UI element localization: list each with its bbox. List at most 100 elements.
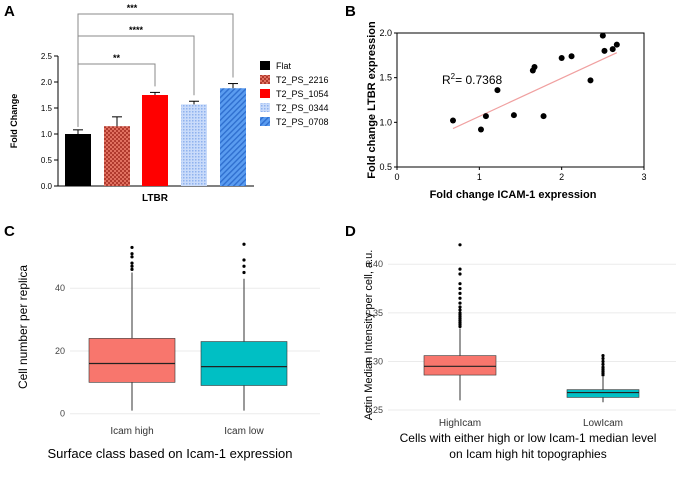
legend-label: T2_PS_0708 bbox=[276, 117, 329, 127]
x-axis-label: LTBR bbox=[142, 193, 169, 204]
outlier-point bbox=[242, 258, 246, 262]
scatter-point bbox=[568, 53, 575, 60]
outlier-point bbox=[601, 362, 605, 366]
panel-d-box-plot: 0.25 0.30 0.35 0.40 HighIcam LowIcam Actin M… bbox=[363, 238, 676, 461]
y-tick-label: 0.5 bbox=[41, 156, 53, 165]
box-highicam bbox=[423, 355, 497, 376]
box-icam-high bbox=[88, 338, 176, 383]
x-axis-label: Fold change ICAM-1 expression bbox=[430, 189, 597, 201]
y-tick-label: 0.30 bbox=[365, 356, 383, 366]
outlier-point bbox=[458, 243, 462, 247]
outlier-point bbox=[601, 356, 605, 361]
plot-background bbox=[70, 238, 320, 420]
outlier-point bbox=[458, 296, 462, 300]
outlier-point bbox=[130, 245, 134, 250]
y-tick-label: 1.0 bbox=[41, 130, 53, 139]
scatter-point bbox=[587, 77, 594, 84]
panel-label-b: B bbox=[345, 3, 356, 20]
outlier-point bbox=[601, 359, 605, 364]
outlier-point bbox=[458, 291, 462, 296]
y-axis-label: Fold Change bbox=[9, 94, 19, 149]
legend-label: T2_PS_1054 bbox=[276, 89, 329, 99]
outlier-point bbox=[458, 301, 462, 305]
outlier-point bbox=[458, 311, 462, 315]
y-tick-label: 0.0 bbox=[41, 182, 53, 191]
outlier-point bbox=[601, 365, 605, 369]
significance-bracket bbox=[77, 13, 234, 127]
outlier-point bbox=[130, 261, 134, 265]
panel-a-bar-chart: 0.00.51.01.52.02.5 ********* Fold Change… bbox=[9, 3, 329, 204]
bar-t2_ps_0708 bbox=[220, 88, 246, 186]
y-axis-label: Cell number per replica bbox=[16, 265, 30, 389]
plot-frame bbox=[396, 32, 645, 168]
outlier-point bbox=[458, 308, 462, 312]
legend-swatch bbox=[260, 89, 270, 98]
y-tick-label: 20 bbox=[55, 346, 65, 356]
x-category-label: Icam low bbox=[224, 426, 264, 437]
r-squared-label: R2= 0.7368 bbox=[442, 72, 502, 87]
y-tick-label: 1.5 bbox=[41, 104, 53, 113]
y-axis-label: Fold change LTBR expression bbox=[366, 21, 378, 179]
panel-label-d: D bbox=[345, 223, 356, 240]
legend-swatch bbox=[260, 75, 270, 84]
scatter-point bbox=[558, 55, 565, 62]
x-category-label: LowIcam bbox=[583, 418, 623, 429]
outlier-point bbox=[601, 354, 605, 358]
panel-label-c: C bbox=[4, 223, 15, 240]
y-tick-label: 40 bbox=[55, 283, 65, 293]
panel-c-box-plot: 0 20 40 Icam high Icam low Cell number per … bbox=[16, 238, 320, 461]
legend-label: Flat bbox=[276, 61, 292, 71]
box-lowicam bbox=[566, 389, 640, 398]
bar-t2_ps_2216 bbox=[104, 126, 130, 186]
x-axis-label-line-2: on Icam high hit topographies bbox=[449, 447, 606, 461]
significance-stars: *** bbox=[127, 3, 138, 13]
box-icam-low bbox=[200, 341, 288, 386]
y-axis-label: Actin Median Intensity per cell, a.u. bbox=[363, 250, 375, 421]
outlier-point bbox=[458, 286, 462, 291]
bar-t2_ps_1054 bbox=[142, 95, 168, 186]
r-squared-superscript: 2 bbox=[451, 72, 456, 81]
legend-swatch bbox=[260, 117, 270, 126]
panel-label-a: A bbox=[4, 3, 15, 20]
plot-background bbox=[388, 238, 676, 412]
outlier-point bbox=[130, 252, 134, 256]
scatter-point bbox=[477, 126, 484, 133]
outlier-point bbox=[242, 264, 246, 268]
x-category-label: HighIcam bbox=[439, 418, 481, 429]
r-squared-value: = 0.7368 bbox=[455, 73, 502, 87]
scatter-point bbox=[510, 112, 517, 119]
scatter-point bbox=[599, 32, 606, 39]
y-tick-label: 2.5 bbox=[41, 52, 53, 61]
x-tick-label: 0 bbox=[394, 172, 399, 182]
regression-line bbox=[452, 52, 618, 130]
y-tick-label: 0.25 bbox=[365, 405, 383, 415]
outlier-point bbox=[458, 272, 462, 276]
legend-swatch bbox=[260, 103, 270, 112]
outlier-point bbox=[458, 305, 462, 309]
y-tick-label: 0 bbox=[60, 409, 65, 419]
scatter-point bbox=[601, 47, 608, 54]
y-tick-label: 2.0 bbox=[41, 78, 53, 87]
significance-stars: ** bbox=[113, 53, 121, 63]
r-squared-prefix: R bbox=[442, 73, 451, 87]
scatter-point bbox=[613, 41, 620, 48]
legend-swatch bbox=[260, 61, 270, 70]
x-category-label: Icam high bbox=[110, 426, 153, 437]
y-tick-label: 0.40 bbox=[365, 259, 383, 269]
outlier-point bbox=[130, 255, 134, 259]
scatter-point bbox=[482, 113, 489, 120]
scatter-point bbox=[609, 46, 616, 53]
bar-flat bbox=[65, 134, 91, 186]
outlier-point bbox=[130, 267, 134, 271]
outlier-point bbox=[242, 242, 246, 246]
y-tick-label: 1.5 bbox=[379, 73, 392, 83]
outlier-point bbox=[458, 282, 462, 286]
scatter-point bbox=[449, 117, 456, 124]
bar-t2_ps_0344 bbox=[181, 104, 207, 186]
y-tick-label: 0.35 bbox=[365, 308, 383, 318]
x-axis-label-line-1: Cells with either high or low Icam-1 med… bbox=[400, 431, 657, 445]
outlier-point bbox=[458, 267, 462, 271]
x-axis-label: Surface class based on Icam-1 expression bbox=[48, 446, 293, 461]
outlier-point bbox=[130, 264, 134, 268]
